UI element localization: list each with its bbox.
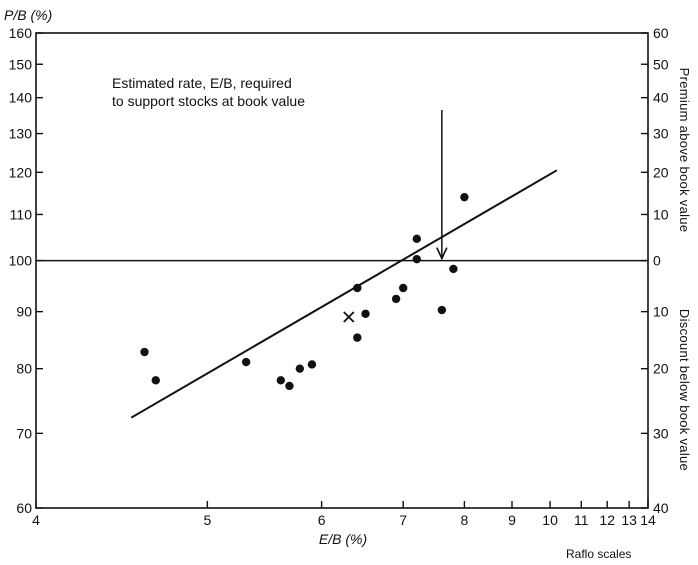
y-tick-label: 140 [9, 90, 33, 106]
right-tick-label: 60 [653, 25, 669, 41]
right-tick-label: 40 [653, 90, 669, 106]
ticks-layer: 4 5 6 7 8 9 10 11 12 13 14607080901001101201301401… [9, 25, 669, 528]
y-tick-label: 130 [9, 126, 33, 142]
data-point [353, 283, 362, 293]
right-tick-label: 0 [653, 253, 661, 269]
data-point [295, 364, 305, 373]
right-axis-title-discount: Discount below book value [677, 309, 692, 471]
annotation-arrowhead [436, 247, 448, 261]
right-tick-label: 30 [653, 425, 669, 441]
y-tick-label: 70 [16, 425, 32, 441]
data-point [241, 357, 251, 367]
regression-line [130, 169, 558, 419]
data-point [460, 192, 469, 202]
y-axis-title: P/B (%) [4, 7, 52, 23]
plot-frame [35, 32, 649, 509]
data-point [285, 381, 294, 391]
data-point [361, 309, 370, 318]
data-point [449, 264, 458, 274]
right-tick-label: 10 [653, 206, 669, 222]
right-tick-label: 30 [653, 126, 669, 142]
y-tick-label: 80 [16, 361, 32, 377]
annotation-line-2: to support stocks at book value [112, 93, 305, 109]
x-tick-label: 10 [542, 512, 558, 528]
y-tick-label: 100 [9, 253, 33, 269]
y-tick-label: 120 [9, 164, 33, 180]
y-tick-label: 160 [9, 25, 33, 41]
y-tick-label: 150 [9, 56, 33, 72]
x-tick-label: 11 [574, 512, 589, 528]
right-tick-label: 40 [653, 500, 669, 516]
y-tick-label: 110 [10, 206, 33, 222]
x-tick-label: 5 [203, 512, 211, 528]
data-point [399, 283, 408, 293]
x-tick-label: 9 [508, 512, 516, 528]
data-point [151, 376, 160, 385]
annotation-line-1: Estimated rate, E/B, required [112, 75, 292, 91]
data-point [412, 254, 421, 264]
marks-layer [130, 110, 558, 419]
right-tick-label: 20 [653, 361, 669, 377]
y-tick-label: 60 [16, 500, 32, 516]
x-tick-label: 6 [318, 512, 326, 528]
footer-note: Raflo scales [566, 547, 631, 561]
data-point [391, 294, 401, 304]
data-point [140, 347, 149, 357]
right-tick-label: 10 [653, 304, 669, 320]
data-point [437, 305, 447, 315]
data-point [412, 234, 421, 244]
data-point [353, 333, 362, 342]
x-tick-label: 14 [640, 512, 656, 528]
x-tick-label: 12 [599, 512, 615, 528]
x-tick-label: 7 [399, 512, 407, 528]
right-tick-label: 20 [653, 164, 669, 180]
right-tick-label: 50 [653, 56, 669, 72]
x-axis-title: E/B (%) [319, 531, 367, 547]
y-tick-label: 90 [16, 304, 32, 320]
x-tick-label: 8 [461, 512, 469, 528]
data-point [276, 376, 285, 385]
right-axis-title-premium: Premium above book value [677, 68, 692, 233]
x-tick-label: 13 [621, 512, 637, 528]
data-point [307, 360, 317, 369]
cross-marker [343, 311, 355, 323]
x-tick-label: 4 [32, 512, 40, 528]
